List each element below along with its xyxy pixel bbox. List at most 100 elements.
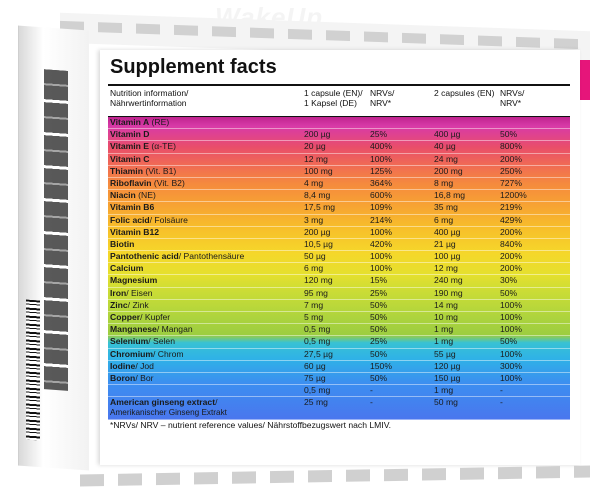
table-row: Copper/ Kupfer 5 mg 50% 10 mg 100% (108, 312, 570, 325)
dose-one-capsule: 200 µg (304, 129, 331, 140)
box-side-print (44, 69, 68, 391)
nrv-two-capsules: 50% (500, 336, 518, 347)
nrv-one-capsule: 50% (370, 324, 388, 335)
dose-two-capsules: 1 mg (434, 336, 454, 347)
nrv-two-capsules: 100% (500, 348, 522, 359)
header-nutrition-info: Nutrition information/ Nährwertinformati… (110, 88, 188, 108)
nutrient-name-note: / Pantothensäure (178, 251, 245, 262)
nrv-one-capsule: 109% (370, 202, 392, 213)
table-row: Iron/ Eisen 95 mg 25% 190 mg 50% (108, 288, 570, 300)
nutrient-name-note: / Folsäure (149, 214, 188, 225)
nrv-two-capsules: 219% (500, 202, 522, 213)
nrv-two-capsules: 100% (500, 324, 522, 335)
nutrient-name: Vitamin C (110, 154, 149, 165)
nrv-two-capsules: - (500, 397, 503, 408)
dose-one-capsule: 8,4 mg (304, 190, 331, 201)
nrv-one-capsule: 214% (370, 214, 392, 225)
nutrient-name-bold: Vitamin B6 (110, 202, 155, 213)
header-two-capsules: 2 capsules (EN) (434, 88, 494, 98)
nutrient-name-bold: Vitamin E (110, 141, 150, 152)
dose-one-capsule: 6 mg (304, 263, 324, 274)
nutrient-name: Vitamin A (RE) (110, 117, 169, 128)
header-col5-line2: NRV* (500, 98, 522, 108)
nrv-two-capsules: 800% (500, 141, 522, 152)
nrv-one-capsule: - (370, 385, 373, 396)
nutrient-name: Vitamin B6 (110, 202, 154, 213)
nutrient-name-note: / Jod (135, 360, 154, 371)
nrv-one-capsule: - (370, 397, 373, 408)
table-body: Vitamin A (RE) Vitamin D 200 µg 25% 400 µg 50… (108, 117, 570, 421)
dose-one-capsule: 12 mg (304, 153, 328, 164)
nrv-one-capsule: 50% (370, 348, 388, 359)
nrv-one-capsule: 364% (370, 177, 392, 188)
dose-one-capsule: 75 µg (304, 372, 326, 383)
header-col2-line2: 1 Kapsel (DE) (304, 98, 357, 108)
nrv-two-capsules: 250% (500, 165, 522, 176)
dose-one-capsule: 3 mg (304, 214, 324, 225)
table-header: Nutrition information/ Nährwertinformati… (108, 86, 570, 117)
nutrient-name: Vitamin B12 (110, 227, 159, 238)
dose-one-capsule: 25 mg (304, 397, 328, 408)
nutrient-name-bold: Magnesium (110, 275, 158, 286)
nrv-two-capsules: 200% (500, 263, 522, 274)
nrv-footnote: *NRVs/ NRV – nutrient reference values/ … (110, 420, 392, 430)
dose-two-capsules: 24 mg (434, 153, 458, 164)
nutrient-name: Iodine/ Jod (110, 361, 154, 372)
pink-accent-tab (578, 60, 590, 100)
nrv-one-capsule: 400% (370, 141, 392, 152)
table-row: Vitamin D 200 µg 25% 400 µg 50% (108, 129, 570, 142)
nrv-one-capsule: 420% (370, 238, 392, 249)
table-row: Folic acid/ Folsäure 3 mg 214% 6 mg 429% (108, 215, 570, 227)
dose-two-capsules: 1 mg (434, 385, 454, 396)
dose-two-capsules: 50 mg (434, 397, 458, 408)
table-row: Vitamin B6 17,5 mg 109% 35 mg 219% (108, 202, 570, 215)
dose-one-capsule: 0,5 mg (304, 336, 331, 347)
dose-one-capsule: 10,5 µg (304, 238, 333, 249)
nrv-one-capsule: 100% (370, 251, 392, 262)
nutrient-name-bold: Vitamin C (110, 153, 150, 164)
nutrient-name-note: (Vit. B1) (142, 165, 177, 176)
table-row: Pantothenic acid/ Pantothensäure 50 µg 100… (108, 251, 570, 264)
header-one-capsule: 1 capsule (EN)/ 1 Kapsel (DE) (304, 88, 363, 108)
nutrient-name: Chromium/ Chrom (110, 349, 184, 360)
table-row: Chromium/ Chrom 27,5 µg 50% 55 µg 100% (108, 349, 570, 361)
dose-one-capsule: 120 mg (304, 275, 333, 286)
dose-two-capsules: 55 µg (434, 348, 456, 359)
box-bottom-dashes (80, 465, 590, 487)
dose-two-capsules: 400 µg (434, 226, 461, 237)
dose-two-capsules: 6 mg (434, 214, 454, 225)
nutrient-name-bold: American ginseng extract (110, 397, 216, 408)
nutrient-name: Niacin (NE) (110, 190, 156, 201)
dose-two-capsules: 16,8 mg (434, 190, 466, 201)
nutrient-name-note: / Selen (148, 336, 175, 347)
nrv-two-capsules: 50% (500, 129, 518, 140)
dose-one-capsule: 20 µg (304, 141, 326, 152)
nrv-two-capsules: 200% (500, 251, 522, 262)
table-row: Vitamin A (RE) (108, 117, 570, 130)
nutrient-name-bold: Iodine (110, 360, 136, 371)
header-nrv-1: NRVs/ NRV* (370, 88, 394, 108)
nutrient-name-note: / Mangan (156, 324, 193, 335)
nutrient-name: Boron/ Bor (110, 373, 153, 384)
supplement-facts-title: Supplement facts (110, 56, 277, 78)
nutrient-name-bold: Biotin (110, 238, 135, 249)
nrv-one-capsule: 100% (370, 153, 392, 164)
nrv-one-capsule: 50% (370, 299, 388, 310)
nutrient-name: American ginseng extract/ (110, 397, 217, 408)
dose-one-capsule: 50 µg (304, 251, 326, 262)
dose-one-capsule: 100 mg (304, 165, 333, 176)
nutrient-name-note: (NE) (135, 190, 156, 201)
dose-one-capsule: 5 mg (304, 312, 324, 322)
dose-two-capsules: 400 µg (434, 129, 461, 140)
table-row: Calcium 6 mg 100% 12 mg 200% (108, 263, 570, 276)
nutrient-name-note: / (215, 397, 218, 408)
nrv-two-capsules: 100% (500, 312, 522, 322)
nutrient-name-bold: Copper (110, 312, 141, 322)
dose-one-capsule: 17,5 mg (304, 202, 336, 213)
header-col2-line1: 1 capsule (EN)/ (304, 88, 363, 98)
nrv-one-capsule: 25% (370, 336, 388, 347)
nutrient-name-bold: Vitamin D (110, 129, 150, 140)
nutrient-name: Zinc/ Zink (110, 300, 149, 311)
nrv-two-capsules: 200% (500, 153, 522, 164)
